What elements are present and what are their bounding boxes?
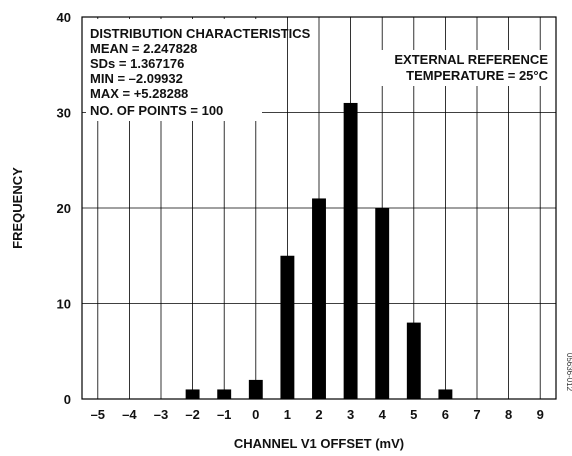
- stats-max: MAX = +5.28288: [90, 86, 188, 101]
- y-tick-label-0: 0: [64, 392, 71, 407]
- x-tick-label-11: 6: [442, 407, 449, 422]
- x-tick-label-8: 3: [347, 407, 354, 422]
- y-axis-title: FREQUENCY: [10, 167, 25, 249]
- y-tick-label-1: 10: [57, 297, 71, 312]
- bar-1: [217, 389, 232, 399]
- bar-6: [375, 208, 390, 399]
- x-tick-label-4: –1: [217, 407, 231, 422]
- x-tick-label-5: 0: [252, 407, 259, 422]
- x-tick-label-3: –2: [185, 407, 199, 422]
- y-tick-labels: 0 10 20 30 40: [57, 10, 71, 407]
- bars: [185, 102, 453, 399]
- stats-box-mask: [86, 19, 262, 121]
- bar-4: [312, 198, 326, 399]
- bar-8: [438, 389, 453, 399]
- bar-3: [280, 255, 295, 399]
- y-tick-label-4: 40: [57, 10, 71, 25]
- x-tick-label-6: 1: [284, 407, 291, 422]
- bar-5: [343, 102, 358, 399]
- stats-sd: SDs = 1.367176: [90, 56, 184, 71]
- y-tick-label-2: 20: [57, 201, 71, 216]
- x-tick-label-10: 5: [410, 407, 417, 422]
- x-tick-label-12: 7: [473, 407, 480, 422]
- x-tick-label-14: 9: [537, 407, 544, 422]
- x-tick-label-13: 8: [505, 407, 512, 422]
- stats-min: MIN = –2.09932: [90, 71, 183, 86]
- x-axis-title: CHANNEL V1 OFFSET (mV): [234, 436, 404, 451]
- x-tick-label-2: –3: [154, 407, 168, 422]
- plot-frame: [81, 16, 557, 400]
- bar-0: [185, 389, 200, 399]
- figure-code: 05636-012: [565, 353, 572, 392]
- conditions-annotation: EXTERNAL REFERENCE TEMPERATURE = 25°C: [394, 52, 548, 83]
- condition-temperature: TEMPERATURE = 25°C: [406, 68, 548, 83]
- x-tick-label-0: –5: [91, 407, 105, 422]
- conditions-box-mask: [356, 50, 552, 86]
- stats-annotation: DISTRIBUTION CHARACTERISTICS MEAN = 2.24…: [90, 26, 311, 118]
- y-tick-label-3: 30: [57, 106, 71, 121]
- stats-title: DISTRIBUTION CHARACTERISTICS: [90, 26, 311, 41]
- condition-reference: EXTERNAL REFERENCE: [394, 52, 548, 67]
- stats-points: NO. OF POINTS = 100: [90, 103, 223, 118]
- stats-mean: MEAN = 2.247828: [90, 41, 197, 56]
- x-tick-label-7: 2: [315, 407, 322, 422]
- bar-2: [248, 379, 263, 399]
- x-tick-label-9: 4: [379, 407, 387, 422]
- bar-7: [406, 322, 421, 399]
- x-tick-labels: –5 –4 –3 –2 –1 0 1 2 3 4 5 6 7 8 9: [91, 407, 544, 422]
- x-tick-label-1: –4: [122, 407, 137, 422]
